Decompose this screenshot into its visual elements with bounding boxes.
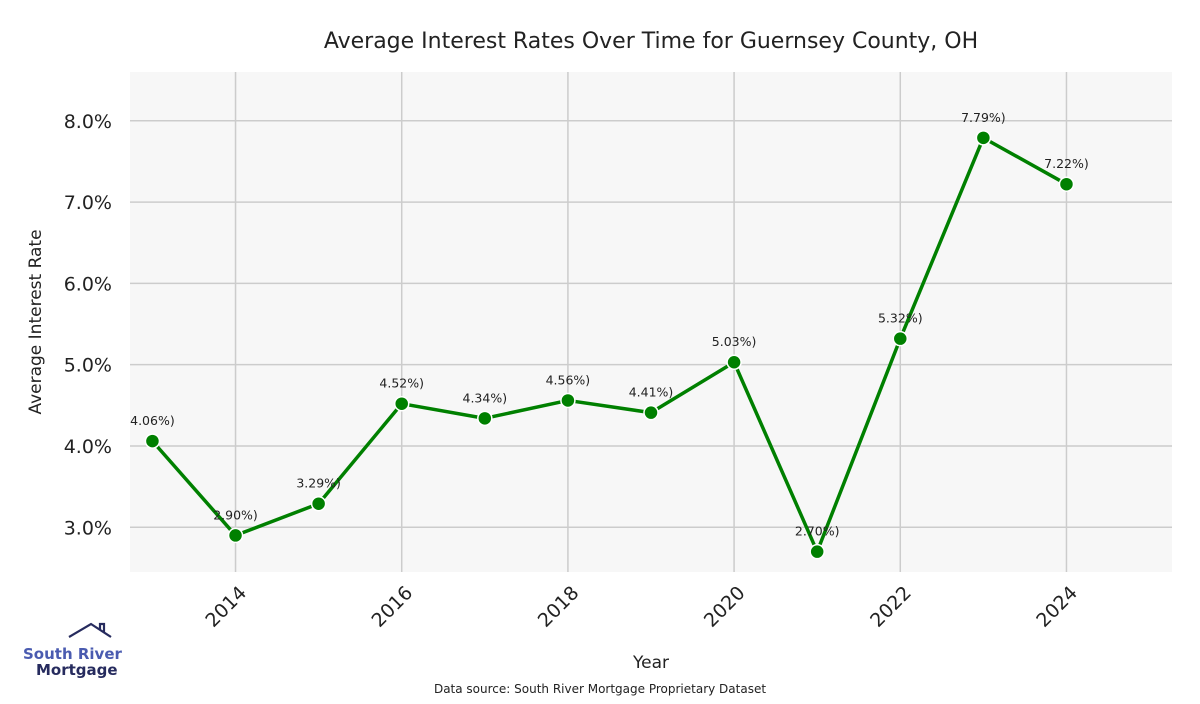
data-point [144, 433, 161, 449]
y-tick-label: 3.0% [64, 517, 112, 539]
data-label: 4.41%) [629, 385, 674, 400]
x-tick-label: 2022 [866, 582, 916, 632]
data-label: 7.22%) [1044, 156, 1089, 171]
logo-line-2: Mortgage [36, 661, 118, 679]
house-roof-icon [68, 622, 112, 638]
grid [130, 72, 1172, 572]
data-label: 3.29%) [296, 476, 341, 491]
data-point [726, 354, 742, 370]
data-point [975, 130, 992, 146]
data-point [1058, 176, 1075, 192]
x-axis: 2014 2016 2018 2020 2022 2024 [201, 582, 1082, 632]
data-point [227, 527, 244, 544]
logo-line-1: South River [23, 645, 123, 663]
data-label: 5.03%) [712, 334, 757, 349]
y-axis-label: Average Interest Rate [26, 229, 46, 414]
x-tick-label: 2020 [700, 582, 750, 632]
x-axis-label: Year [632, 653, 669, 673]
data-label: 4.06%) [130, 413, 175, 428]
plot-area [130, 72, 1172, 572]
x-tick-label: 2016 [368, 582, 418, 632]
data-label: 7.79%) [961, 110, 1006, 125]
data-point [560, 392, 576, 409]
data-point [310, 495, 327, 512]
data-point [892, 330, 909, 347]
y-tick-label: 4.0% [64, 436, 112, 458]
chart-title: Average Interest Rates Over Time for Gue… [324, 29, 978, 54]
y-tick-label: 8.0% [64, 111, 112, 133]
y-tick-label: 6.0% [64, 273, 112, 295]
data-label: 4.34%) [463, 390, 508, 405]
series-polyline [151, 136, 1068, 554]
data-label: 5.32%) [878, 311, 923, 326]
data-source-note: Data source: South River Mortgage Propri… [434, 682, 766, 696]
y-tick-label: 7.0% [64, 192, 112, 214]
x-tick-label: 2024 [1032, 582, 1082, 632]
data-point [393, 395, 410, 412]
y-tick-label: 5.0% [64, 355, 112, 377]
x-tick-label: 2014 [201, 582, 251, 632]
logo: South River Mortgage [23, 622, 123, 679]
y-axis: 3.0% 4.0% 5.0% 6.0% 7.0% 8.0% [64, 111, 112, 540]
x-tick-label: 2018 [534, 582, 584, 632]
data-point [809, 543, 825, 560]
data-point [477, 410, 493, 427]
data-label: 2.90%) [213, 507, 258, 522]
data-label: 2.70%) [795, 524, 840, 539]
series-line: 4.06%) 2.90%) 3.29%) 4.52%) 4.34%) 4.56%) 4.41… [130, 110, 1089, 560]
data-label: 4.56%) [546, 372, 591, 387]
data-point [643, 404, 659, 421]
data-label: 4.52%) [379, 376, 424, 391]
